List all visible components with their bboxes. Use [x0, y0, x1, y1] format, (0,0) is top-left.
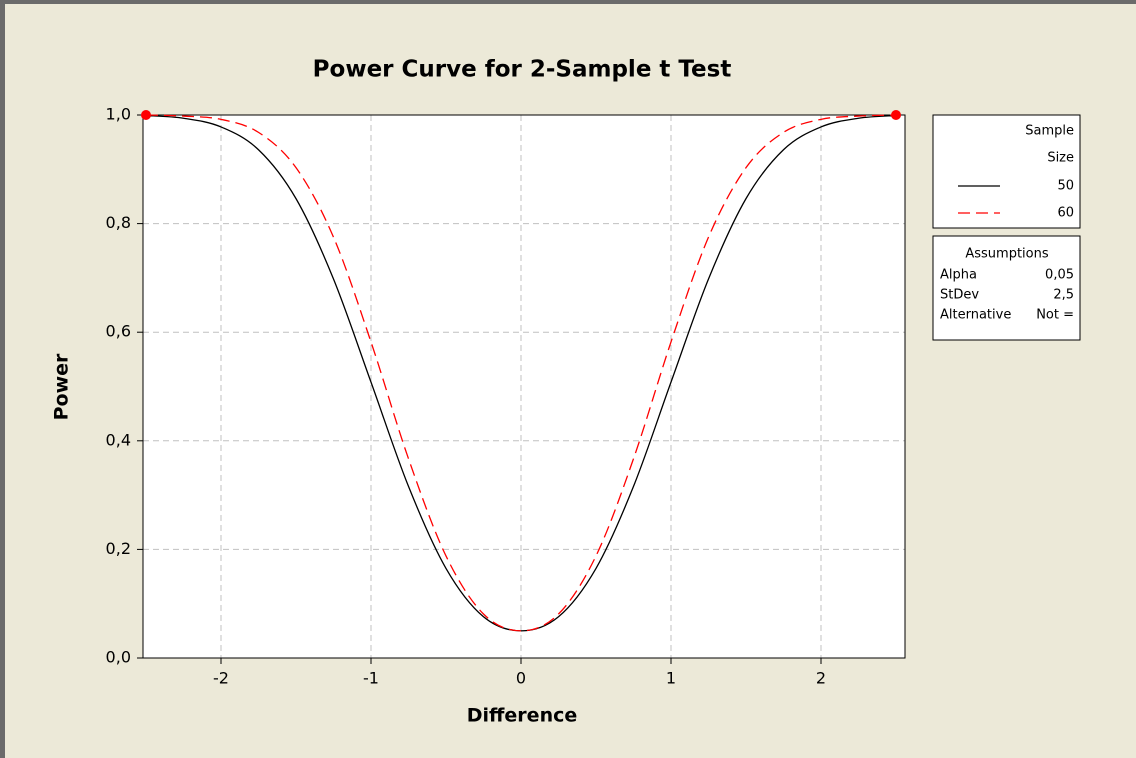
plot-border — [142, 114, 906, 659]
y-tick-label: 0,0 — [106, 648, 131, 667]
x-tick-label: 0 — [516, 669, 526, 688]
assumption-name: Alternative — [940, 308, 1011, 323]
end-marker — [141, 110, 151, 120]
y-tick-label: 1,0 — [106, 105, 131, 124]
assumption-value: 2,5 — [1053, 288, 1074, 303]
legend-label: 60 — [1057, 206, 1074, 221]
y-axis-label: Power — [51, 353, 73, 420]
x-tick-label: -2 — [213, 669, 229, 688]
legend-label: 50 — [1057, 179, 1074, 194]
assumptions-box — [932, 235, 1081, 341]
end-marker — [891, 110, 901, 120]
window-frame-left — [0, 0, 5, 758]
x-tick-label: 1 — [666, 669, 676, 688]
legend-box — [932, 114, 1081, 229]
legend-title: Size — [1047, 151, 1074, 166]
y-tick-label: 0,8 — [106, 213, 131, 232]
window-frame-top — [0, 0, 1136, 4]
plot-area — [143, 115, 905, 658]
power-curve — [145, 114, 897, 632]
y-tick-label: 0,4 — [106, 430, 131, 449]
assumption-name: Alpha — [940, 268, 977, 283]
assumption-value: 0,05 — [1045, 268, 1074, 283]
y-tick-label: 0,6 — [106, 322, 131, 341]
assumptions-title: Assumptions — [965, 247, 1048, 262]
legend-title: Sample — [1025, 124, 1074, 139]
x-axis-label: Difference — [467, 705, 578, 727]
y-tick-label: 0,2 — [106, 539, 131, 558]
x-tick-label: 2 — [816, 669, 826, 688]
x-tick-label: -1 — [363, 669, 379, 688]
chart-title: Power Curve for 2-Sample t Test — [313, 57, 732, 83]
assumption-name: StDev — [940, 288, 979, 303]
assumption-value: Not = — [1036, 308, 1074, 323]
